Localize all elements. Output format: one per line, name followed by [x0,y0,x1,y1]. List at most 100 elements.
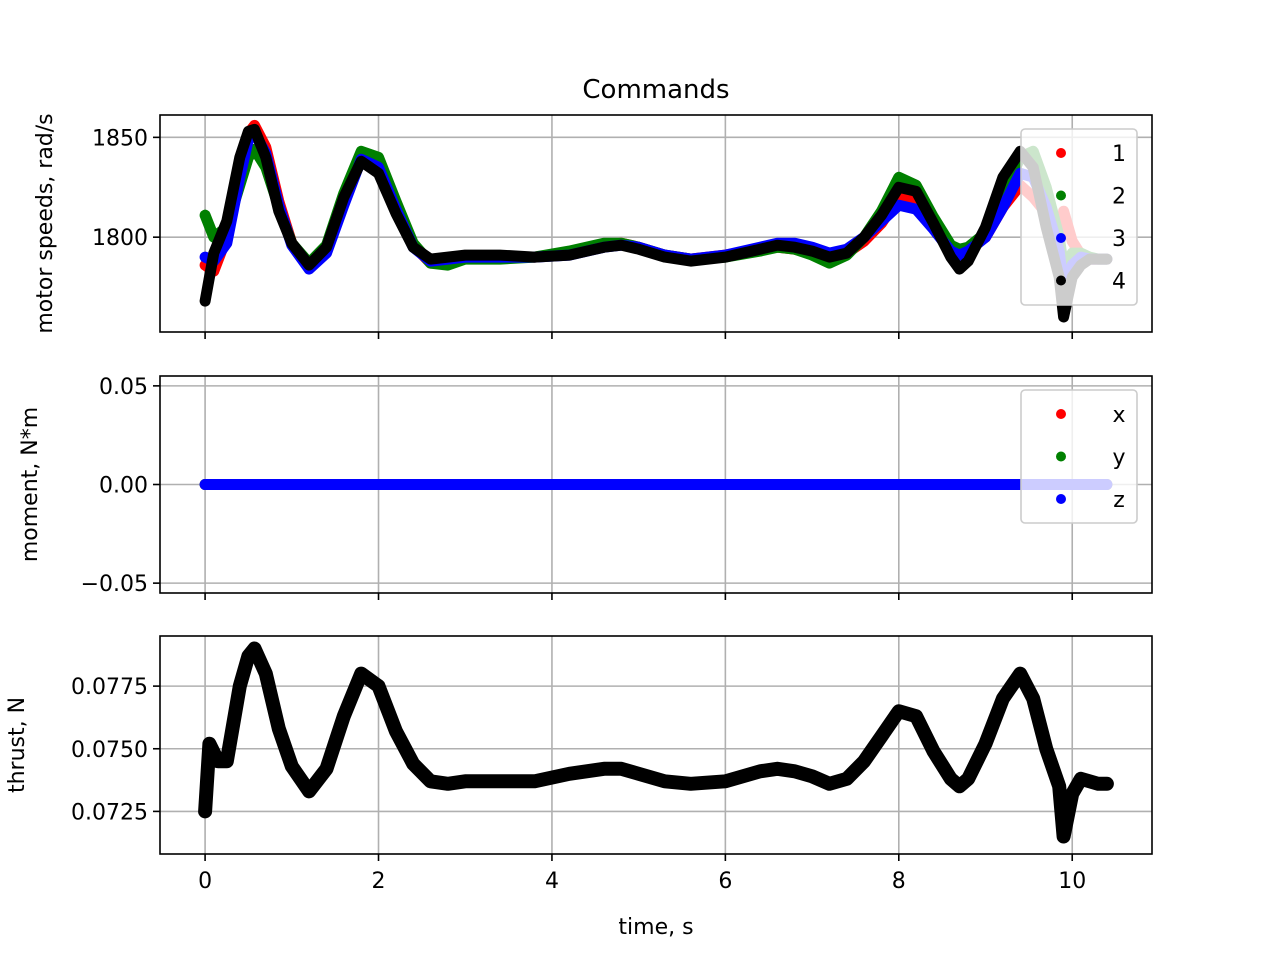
y-tick-label: 0.00 [99,474,148,499]
data-point [1085,776,1095,786]
data-point [1015,669,1025,679]
subplot-3: 0 2 4 6 8 10 0.0725 0.0750 0.0775 thrust, N time, … [5,635,1153,940]
data-point [321,242,331,252]
data-point [824,779,834,789]
data-point [200,806,210,816]
series-4-line [199,123,1113,323]
data-point [998,694,1008,704]
data-point [460,776,470,786]
data-point [564,769,574,779]
legend-marker [1056,494,1066,504]
data-point [274,206,284,216]
data-point [616,240,626,250]
x-tick-label: 6 [718,869,732,894]
y-tick-label: −0.05 [81,572,148,597]
x-tick-label: 4 [545,869,559,894]
y-tick-label: 1850 [92,126,148,151]
legend: xyz [1020,389,1138,524]
data-point [1076,774,1086,784]
data-point [660,776,670,786]
data-point [408,759,418,769]
legend-label: y [1112,446,1125,471]
data-point [374,152,384,162]
data-point [946,774,956,784]
data-point [911,186,921,196]
y-tick-label: 0.0750 [71,738,148,763]
data-point [1028,694,1038,704]
data-point [443,779,453,789]
data-point [1059,312,1069,322]
legend-marker [1056,233,1066,243]
data-point [495,776,505,786]
data-point [250,644,260,654]
data-point [1093,779,1103,789]
subplot-2: −0.05 0.00 0.05 moment, N*m xyz [18,375,1153,600]
data-point [374,681,384,691]
data-point [1041,744,1051,754]
data-point [250,124,260,134]
subplot-1: 1800 1850 motor speeds, rad/s 1 2 3 4 [33,113,1153,339]
legend-box [1020,389,1138,524]
data-point [321,764,331,774]
data-point [204,739,214,749]
data-point [894,172,904,182]
legend: 1 2 3 4 [1020,128,1138,306]
data-point [686,256,696,266]
data-point [1059,831,1069,841]
data-point [686,779,696,789]
x-tick-label: 8 [892,869,906,894]
y-tick-label: 1800 [92,226,148,251]
data-point [261,669,271,679]
data-point [807,771,817,781]
data-point [755,244,765,254]
chart-title: Commands [582,75,729,105]
y-tick-label: 0.0725 [71,800,148,825]
data-point [981,739,991,749]
legend-marker [1056,190,1066,201]
legend-label: 3 [1112,227,1126,252]
legend-marker [1056,451,1066,462]
data-point [894,200,904,210]
data-point [772,240,782,250]
data-point [660,252,670,262]
data-point [339,192,349,202]
x-tick-label: 0 [198,869,212,894]
data-point [842,248,852,258]
data-point [391,726,401,736]
data-point [859,232,869,242]
data-point [954,264,964,274]
axes-frame [159,114,1153,333]
data-point [530,252,540,262]
data-point [755,766,765,776]
data-point [807,246,817,256]
data-point [356,146,366,156]
data-point [911,711,921,721]
data-point [213,756,223,766]
data-point [391,208,401,218]
data-point [772,764,782,774]
data-point [599,242,609,252]
data-point [235,681,245,691]
data-point [426,254,436,264]
data-point [1054,781,1064,791]
data-point [876,731,886,741]
data-point [495,250,505,260]
data-point [356,156,366,166]
data-point [356,669,366,679]
data-point [634,769,644,779]
data-point [842,774,852,784]
data-point [408,242,418,252]
data-point [200,480,210,489]
x-axis-label: time, s [618,915,693,940]
data-point [287,238,297,248]
data-point [599,764,609,774]
data-point [998,202,1008,212]
data-point [998,172,1008,182]
y-axis-label: thrust, N [5,697,30,793]
legend-label: 4 [1112,270,1126,295]
data-point [209,248,219,258]
data-point [790,242,800,252]
x-tick-label: 10 [1058,869,1086,894]
legend-marker [1056,409,1066,419]
